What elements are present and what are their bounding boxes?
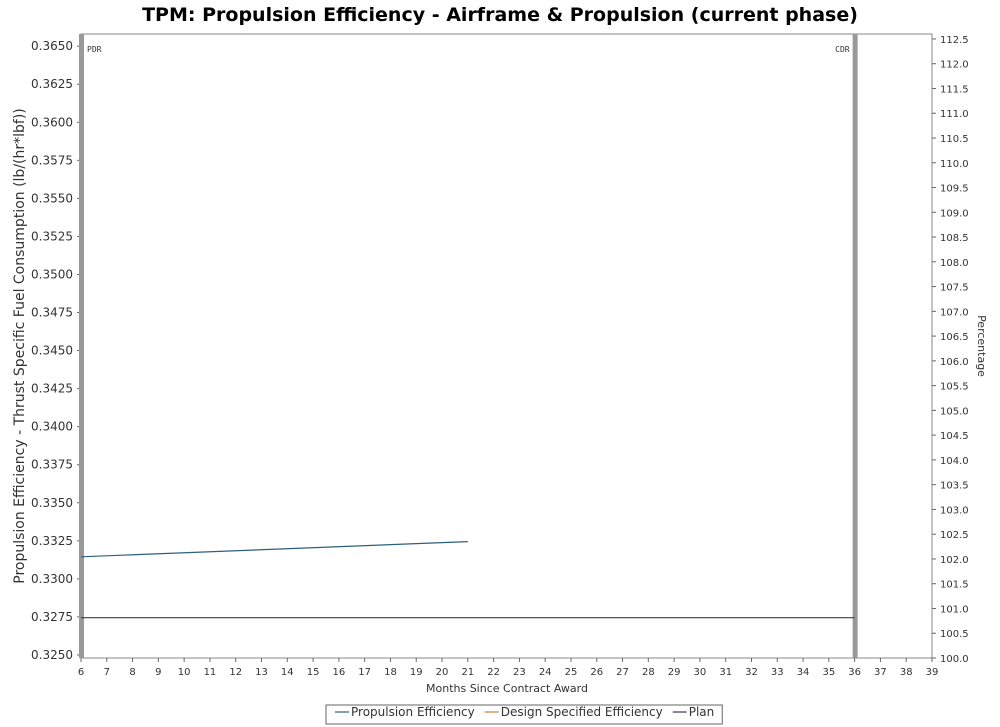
legend-label: Plan [689,705,715,719]
y-right-tick-label: 105.5 [940,382,969,393]
x-tick-label: 17 [358,667,371,678]
x-tick-label: 9 [155,667,161,678]
y-tick-label: 0.3450 [31,344,73,358]
y-right-tick-label: 110.5 [940,134,969,145]
y-axis-right-label: Percentage [975,315,988,377]
x-tick-label: 36 [848,667,861,678]
x-tick-label: 11 [204,667,217,678]
y-right-tick-label: 106.0 [940,357,969,368]
x-tick-label: 22 [487,667,500,678]
x-tick-label: 26 [590,667,603,678]
y-tick-label: 0.3325 [31,534,73,548]
y-tick-label: 0.3600 [31,115,73,129]
x-axis-label: Months Since Contract Award [426,682,588,695]
milestone-line-cdr [852,34,858,658]
y-tick-label: 0.3425 [31,382,73,396]
plot-area: 0.3250 0.3275 0.3300 0.3325 0.3350 0.3375 0.34… [31,33,969,678]
y-right-tick-label: 103.5 [940,481,969,492]
y-right-tick-label: 112.0 [940,60,969,71]
y-right-tick-label: 110.0 [940,159,969,170]
x-tick-label: 27 [616,667,629,678]
y-tick-label: 0.3350 [31,496,73,510]
y-right-tick-label: 101.0 [940,604,969,615]
y-right-tick-label: 103.0 [940,505,969,516]
y-tick-label: 0.3275 [31,610,73,624]
legend-item: Design Specified Efficiency [484,705,663,719]
y-right-tick-label: 105.0 [940,406,969,417]
y-tick-label: 0.3550 [31,191,73,205]
x-tick-label: 19 [410,667,423,678]
y-tick-label: 0.3250 [31,648,73,662]
x-tick-label: 39 [926,667,939,678]
x-tick-label: 15 [307,667,320,678]
x-tick-label: 37 [874,667,887,678]
y-right-tick-label: 112.5 [940,35,969,46]
legend-item: Propulsion Efficiency [335,705,475,719]
y-tick-label: 0.3575 [31,153,73,167]
y-right-tick-label: 111.5 [940,84,969,95]
milestone-label-pdr: PDR [87,45,102,54]
y-right-tick-label: 100.0 [940,654,969,665]
legend: Propulsion Efficiency Design Specified Ef… [325,704,723,725]
y-right-tick-label: 104.0 [940,456,969,467]
x-tick-label: 21 [461,667,474,678]
y-right-tick-label: 100.5 [940,629,969,640]
y-tick-label: 0.3375 [31,458,73,472]
x-tick-label: 29 [668,667,681,678]
y-tick-label: 0.3300 [31,572,73,586]
y-right-tick-label: 109.5 [940,184,969,195]
milestone-line-pdr [79,34,84,658]
y-tick-label: 0.3625 [31,77,73,91]
y-right-tick-label: 108.5 [940,233,969,244]
x-tick-label: 6 [78,667,84,678]
legend-item: Plan [672,705,715,719]
x-tick-label: 30 [694,667,707,678]
x-tick-label: 16 [333,667,346,678]
y-right-tick-label: 101.5 [940,580,969,591]
x-tick-label: 24 [539,667,552,678]
x-tick-label: 20 [436,667,449,678]
y-right-tick-label: 106.5 [940,332,969,343]
x-tick-label: 31 [719,667,732,678]
series-line-propulsion-efficiency [80,541,468,558]
legend-label: Propulsion Efficiency [351,705,475,719]
y-right-tick-label: 104.5 [940,431,969,442]
plot-frame [80,33,933,659]
x-tick-label: 28 [642,667,655,678]
x-tick-label: 8 [129,667,135,678]
legend-label: Design Specified Efficiency [501,705,663,719]
chart-title: TPM: Propulsion Efficiency - Airframe & … [142,4,858,26]
y-tick-label: 0.3525 [31,229,73,243]
x-tick-label: 35 [822,667,835,678]
y-tick-label: 0.3400 [31,420,73,434]
x-tick-label: 14 [281,667,294,678]
x-tick-label: 33 [771,667,784,678]
y-right-tick-label: 107.0 [940,307,969,318]
x-tick-label: 25 [565,667,578,678]
y-axis-label: Propulsion Efficiency - Thrust Specific … [12,108,28,584]
y-tick-label: 0.3500 [31,267,73,281]
x-tick-label: 7 [104,667,110,678]
x-tick-label: 23 [513,667,526,678]
milestone-label-cdr: CDR [835,45,850,54]
x-tick-label: 32 [745,667,758,678]
y-right-tick-label: 102.0 [940,555,969,566]
y-right-tick-label: 109.0 [940,208,969,219]
x-tick-label: 18 [384,667,397,678]
y-right-tick-label: 107.5 [940,283,969,294]
y-right-tick-label: 102.5 [940,530,969,541]
y-tick-label: 0.3475 [31,306,73,320]
x-tick-label: 34 [797,667,810,678]
x-tick-label: 13 [255,667,268,678]
y-right-tick-label: 111.0 [940,109,969,120]
x-tick-label: 10 [178,667,191,678]
y-tick-label: 0.3650 [31,39,73,53]
x-tick-label: 38 [900,667,913,678]
y-right-tick-label: 108.0 [940,258,969,269]
legend-box [325,704,723,725]
x-tick-label: 12 [229,667,242,678]
